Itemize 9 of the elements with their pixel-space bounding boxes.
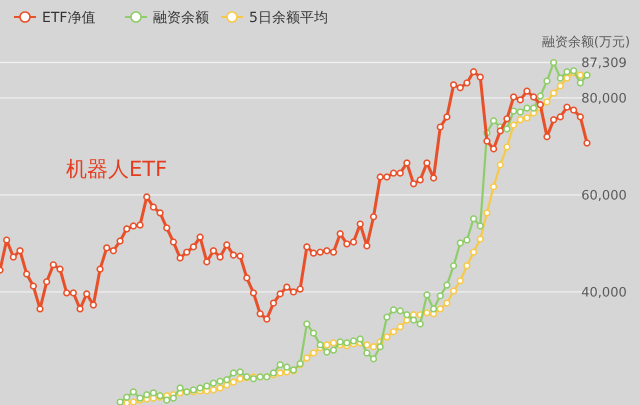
y-axis-title: 融资余额(万元)	[542, 35, 630, 50]
legend-label: ETF净值	[42, 10, 96, 26]
y-tick-label: 80,000	[581, 92, 627, 106]
y-tick-label: 60,000	[581, 188, 627, 204]
legend-label: 融资余额	[153, 10, 209, 26]
y-tick-label: 40,000	[581, 286, 627, 300]
y-tick-label: 87,309	[581, 56, 627, 72]
annotation: 机器人ETF	[66, 157, 168, 181]
legend-label: 5日余额平均	[249, 10, 328, 26]
